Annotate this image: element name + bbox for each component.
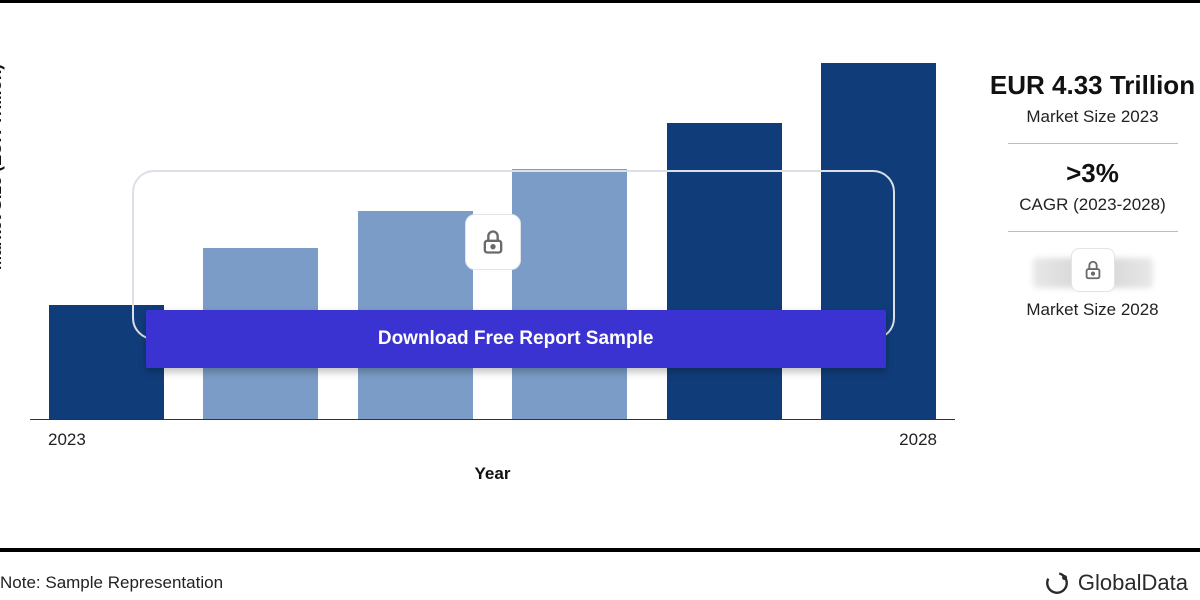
download-sample-button[interactable]: Download Free Report Sample (146, 310, 886, 368)
stat-cagr-label: CAGR (2023-2028) (1019, 195, 1165, 215)
stat-market-size-2023-value: EUR 4.33 Trillion (990, 70, 1195, 101)
stats-divider (1008, 231, 1178, 232)
top-border (0, 0, 1200, 3)
y-axis-title: Market Size (EUR Trillion) (0, 64, 6, 270)
x-label-end: 2028 (899, 430, 937, 450)
stats-divider (1008, 143, 1178, 144)
x-axis-labels: 2023 2028 (30, 430, 955, 450)
stats-panel: EUR 4.33 Trillion Market Size 2023 >3% C… (985, 20, 1200, 520)
chart-panel: Market Size (EUR Trillion) Download Free… (0, 20, 985, 520)
lock-icon (1071, 248, 1115, 292)
brand-text: GlobalData (1078, 570, 1188, 596)
download-sample-label: Download Free Report Sample (378, 328, 654, 350)
chart-area: Download Free Report Sample (30, 40, 955, 420)
bar (667, 123, 782, 419)
globaldata-icon (1044, 570, 1070, 596)
x-axis-title: Year (0, 464, 985, 484)
lock-icon (465, 214, 521, 270)
bar (512, 169, 627, 419)
stat-cagr-value: >3% (1066, 158, 1119, 189)
x-label-start: 2023 (48, 430, 86, 450)
stat-market-size-2023-label: Market Size 2023 (1026, 107, 1158, 127)
main-container: Market Size (EUR Trillion) Download Free… (0, 0, 1200, 520)
stat-market-size-2028-label: Market Size 2028 (1026, 300, 1158, 320)
brand-logo: GlobalData (1044, 570, 1188, 596)
footer-note: Note: Sample Representation (0, 573, 223, 593)
footer: Note: Sample Representation GlobalData (0, 548, 1200, 596)
